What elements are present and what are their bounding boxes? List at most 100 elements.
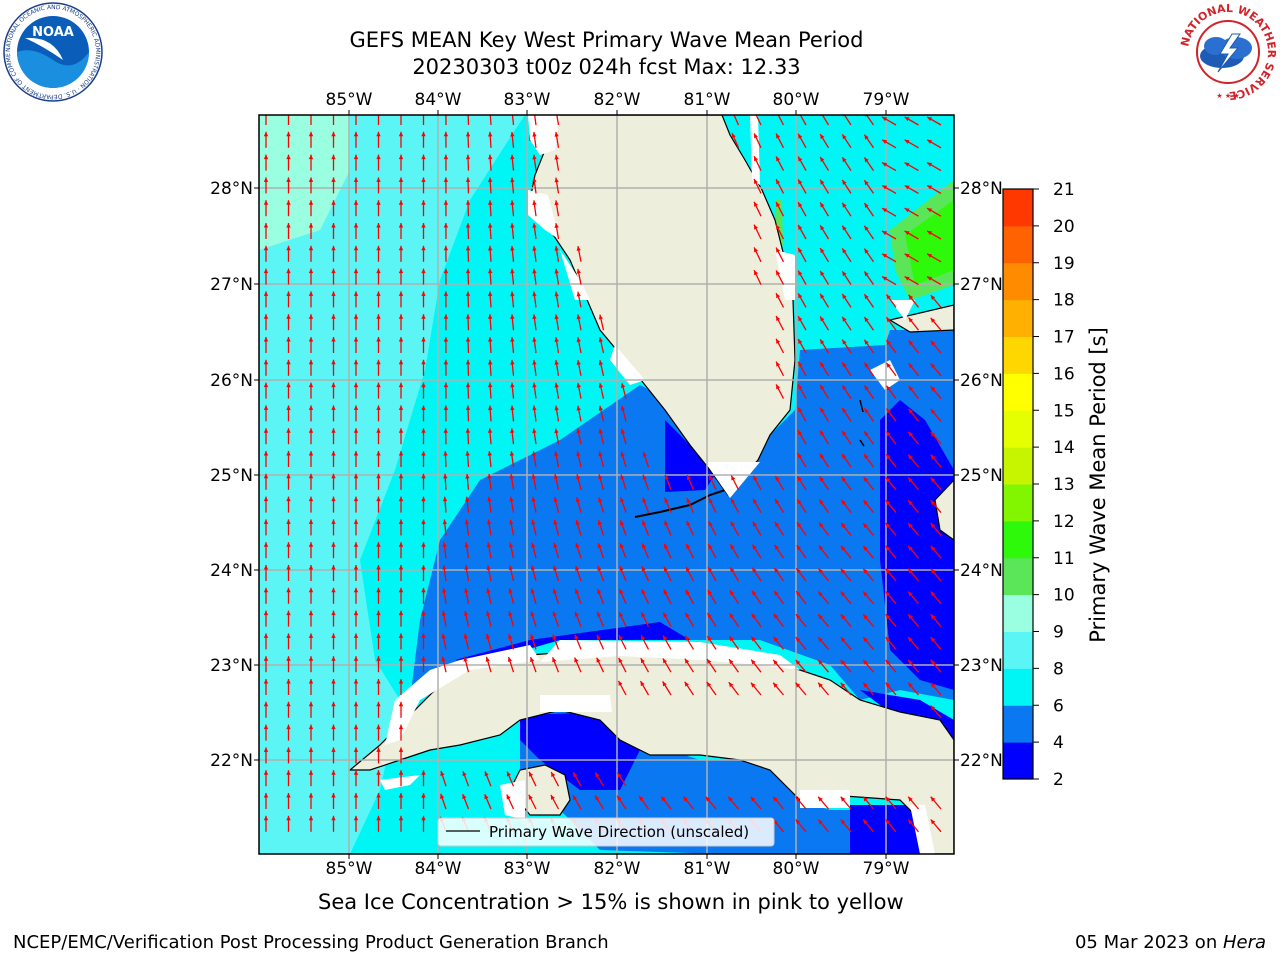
- wave-arrow-head: [685, 612, 690, 618]
- wave-arrow-head: [598, 360, 603, 366]
- wave-arrow-head: [398, 793, 404, 798]
- wave-arrow-head: [863, 523, 868, 528]
- footer-date-text: 05 Mar 2023 on: [1074, 932, 1223, 953]
- wave-arrow-head: [908, 796, 913, 802]
- wave-arrow-head: [820, 430, 825, 436]
- wave-arrow-head: [421, 656, 426, 661]
- wave-arrow-head: [904, 185, 910, 190]
- wave-arrow-head: [308, 200, 314, 205]
- wave-arrow-head: [775, 476, 780, 481]
- wave-arrow-head: [796, 568, 801, 574]
- lon-label-top: 82°W: [594, 90, 641, 110]
- wave-arrow-head: [776, 133, 781, 139]
- wave-arrow-head: [263, 154, 269, 160]
- wave-arrow-head: [308, 770, 314, 775]
- wave-arrow-head: [376, 268, 381, 274]
- wave-arrow-head: [908, 568, 913, 574]
- wave-arrow-head: [575, 497, 580, 503]
- wave-arrow-head: [465, 131, 471, 137]
- wave-arrow-head: [488, 382, 493, 388]
- wave-arrow-head: [308, 177, 314, 182]
- wave-arrow-head: [798, 202, 803, 208]
- wave-arrow-head: [421, 405, 426, 410]
- wave-arrow-head: [729, 590, 735, 596]
- wave-arrow-head: [487, 451, 492, 456]
- wave-arrow-head: [443, 314, 449, 319]
- wave-arrow-head: [708, 521, 713, 527]
- wave-arrow-head: [554, 314, 559, 320]
- wave-arrow-head: [752, 544, 757, 550]
- wave-arrow-head: [686, 543, 691, 549]
- wave-arrow-head: [398, 382, 404, 388]
- wave-arrow-head: [927, 117, 933, 122]
- wave-arrow-head: [510, 223, 515, 228]
- wave-arrow-head: [353, 815, 359, 821]
- lon-label-bottom: 81°W: [684, 859, 731, 879]
- wave-arrow-head: [398, 131, 404, 137]
- wave-arrow-head: [530, 588, 535, 594]
- wave-arrow-head: [885, 500, 891, 506]
- wave-arrow-head: [885, 659, 891, 665]
- wave-arrow-head: [263, 337, 269, 342]
- wave-arrow-head: [286, 245, 291, 251]
- wave-arrow-head: [863, 682, 868, 688]
- wave-arrow-head: [308, 291, 314, 296]
- wave-arrow-head: [552, 657, 557, 663]
- wave-arrow-head: [576, 360, 581, 365]
- chart-subtitle: 20230303 t00z 024h fcst Max: 12.33: [412, 55, 801, 79]
- wave-arrow-head: [885, 545, 891, 551]
- wave-arrow-head: [686, 521, 691, 526]
- colorbar-segment: [1003, 225, 1033, 264]
- wave-arrow-head: [510, 291, 515, 297]
- wave-arrow-head: [664, 474, 669, 480]
- wave-arrow-head: [750, 682, 756, 688]
- wave-arrow-head: [530, 657, 535, 663]
- wave-arrow-head: [798, 156, 803, 162]
- wave-arrow-head: [882, 253, 888, 258]
- wave-arrow-head: [751, 659, 756, 665]
- wave-arrow-head: [464, 565, 469, 570]
- wave-arrow-head: [331, 359, 336, 365]
- wave-arrow-head: [308, 656, 314, 661]
- wave-arrow-head: [421, 451, 426, 456]
- wave-arrow-head: [707, 659, 712, 664]
- wave-arrow-head: [443, 337, 449, 342]
- wave-arrow-head: [353, 451, 359, 456]
- lat-label-left: 28°N: [210, 179, 253, 199]
- wave-arrow-head: [421, 154, 426, 160]
- wave-arrow-head: [421, 587, 426, 593]
- wave-arrow-head: [510, 177, 515, 183]
- wave-arrow-head: [308, 337, 314, 342]
- wave-arrow-head: [353, 154, 359, 160]
- wave-arrow-head: [904, 117, 910, 122]
- wave-arrow-head: [886, 340, 891, 345]
- wave-arrow-head: [398, 200, 404, 205]
- wave-arrow-head: [818, 545, 824, 551]
- wave-arrow-head: [930, 591, 936, 597]
- wave-arrow-head: [798, 225, 803, 230]
- wave-arrow-head: [773, 636, 779, 642]
- wave-arrow-head: [331, 177, 336, 182]
- wave-arrow-head: [286, 337, 291, 342]
- wave-arrow-head: [464, 611, 469, 616]
- wave-arrow-head: [509, 496, 514, 502]
- wave-arrow-head: [286, 359, 291, 365]
- wave-arrow-head: [486, 588, 491, 594]
- wave-arrow-head: [510, 359, 515, 365]
- wave-arrow-head: [353, 679, 359, 684]
- wave-arrow-head: [886, 294, 891, 300]
- contour-2-4-straits: [455, 622, 690, 665]
- wave-arrow-head: [308, 679, 314, 684]
- wave-arrow-head: [353, 314, 359, 319]
- wave-arrow-head: [707, 613, 712, 618]
- wave-arrow-head: [398, 679, 404, 684]
- wave-arrow-head: [776, 384, 781, 390]
- wave-arrow-head: [376, 565, 381, 570]
- wave-arrow-head: [529, 771, 533, 777]
- wave-arrow-head: [398, 291, 404, 296]
- wave-arrow-head: [576, 291, 581, 297]
- wave-arrow-head: [263, 291, 269, 296]
- wave-arrow-head: [488, 223, 493, 228]
- wave-arrow-head: [530, 565, 536, 571]
- colorbar-tick-label: 4: [1053, 733, 1064, 753]
